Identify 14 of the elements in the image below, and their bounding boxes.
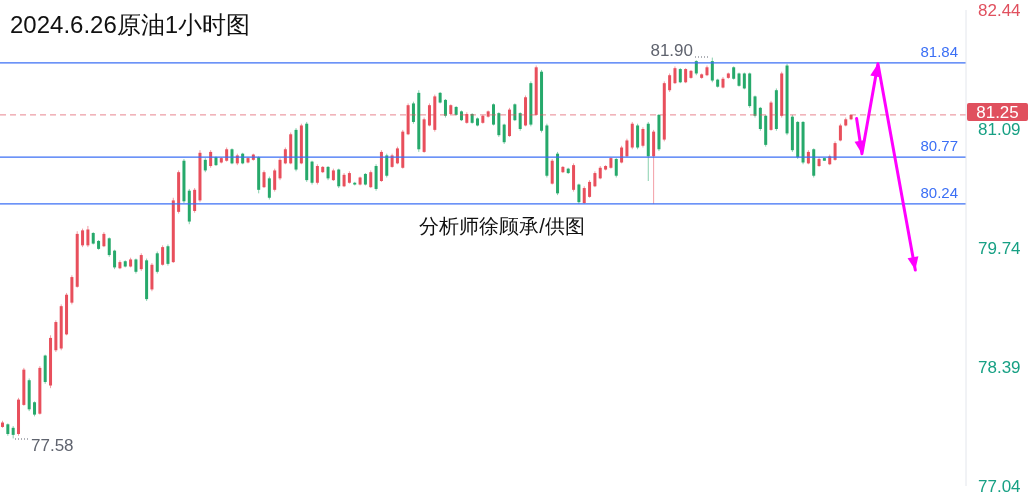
y-tick-label: 77.04 xyxy=(978,476,1021,496)
ref-line-label: 81.84 xyxy=(920,42,958,60)
ref-line-label: 80.77 xyxy=(920,137,958,155)
line-series xyxy=(855,62,917,272)
y-tick-label: 82.44 xyxy=(978,0,1021,20)
annotation: 分析师徐顾承/供图 xyxy=(419,215,585,237)
ref-line-label: 80.24 xyxy=(920,183,958,201)
annotation: 81.90 xyxy=(650,40,693,60)
chart-title: 2024.6.26原油1小时图 xyxy=(10,10,251,40)
annotation: 77.58 xyxy=(31,435,74,455)
y-tick-label: 79.74 xyxy=(978,238,1021,258)
y-tick-label: 78.39 xyxy=(978,357,1021,377)
ref-line-label: 81.25 xyxy=(976,102,1019,122)
y-tick-label: 81.09 xyxy=(978,119,1021,139)
